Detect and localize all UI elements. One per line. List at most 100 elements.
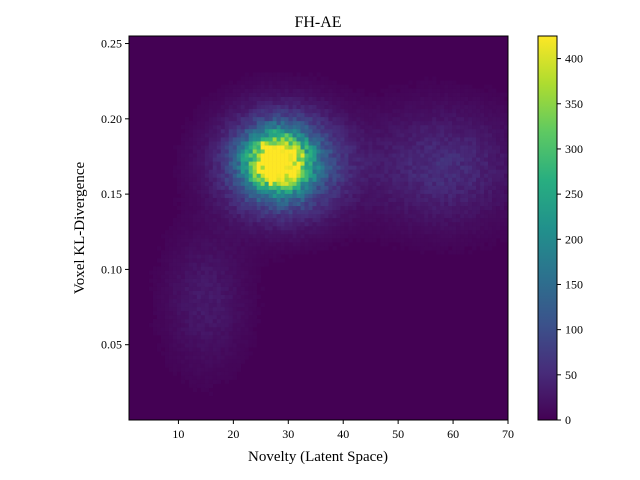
- heatmap-cell: [300, 238, 305, 243]
- heatmap-cell: [192, 133, 198, 138]
- heatmap-cell: [308, 181, 313, 186]
- heatmap-cell: [200, 258, 206, 263]
- heatmap-cell: [300, 165, 305, 170]
- heatmap-cell: [180, 347, 186, 352]
- heatmap-cell: [448, 145, 453, 150]
- heatmap-cell: [324, 173, 329, 178]
- heatmap-cell: [320, 189, 325, 194]
- heatmap-cell: [184, 262, 190, 267]
- heatmap-cell: [260, 141, 265, 146]
- heatmap-cell: [296, 205, 301, 211]
- heatmap-cell: [244, 306, 249, 312]
- heatmap-cell: [324, 104, 329, 110]
- heatmap-cell: [408, 88, 413, 93]
- heatmap-cell: [180, 217, 186, 223]
- heatmap-cell: [192, 242, 198, 247]
- heatmap-cell: [188, 327, 194, 332]
- heatmap-cell: [216, 355, 222, 360]
- heatmap-cell: [228, 169, 234, 174]
- heatmap-cell: [480, 112, 485, 118]
- heatmap-cell: [232, 363, 238, 368]
- heatmap-cell: [380, 173, 385, 178]
- heatmap-cell: [400, 112, 405, 118]
- heatmap-cell: [448, 209, 453, 215]
- heatmap-cell: [500, 181, 505, 186]
- heatmap-cell: [468, 221, 473, 227]
- heatmap-cell: [484, 165, 489, 170]
- heatmap-cell: [172, 254, 178, 259]
- heatmap-cell: [244, 128, 249, 134]
- heatmap-cell: [212, 116, 218, 122]
- heatmap-cell: [492, 165, 497, 170]
- heatmap-cell: [384, 234, 389, 239]
- heatmap-cell: [156, 322, 162, 328]
- heatmap-cell: [216, 213, 222, 219]
- heatmap-cell: [440, 88, 445, 93]
- heatmap-cell: [220, 120, 226, 126]
- heatmap-cell: [188, 120, 194, 126]
- heatmap-cell: [180, 363, 186, 368]
- heatmap-cell: [216, 234, 222, 239]
- heatmap-cell: [260, 80, 265, 85]
- heatmap-cell: [432, 92, 437, 97]
- heatmap-cell: [224, 145, 230, 150]
- heatmap-cell: [192, 298, 198, 304]
- heatmap-cell: [416, 185, 421, 190]
- heatmap-cell: [240, 221, 245, 227]
- heatmap-cell: [324, 246, 329, 251]
- heatmap-cell: [192, 177, 198, 182]
- heatmap-cell: [188, 213, 194, 219]
- heatmap-cell: [196, 282, 202, 287]
- heatmap-cell: [272, 254, 277, 259]
- heatmap-cell: [460, 120, 465, 126]
- heatmap-cell: [380, 209, 385, 215]
- heatmap-cell: [284, 100, 289, 106]
- heatmap-cell: [308, 185, 313, 190]
- heatmap-cell: [152, 290, 158, 295]
- heatmap-cell: [280, 189, 285, 194]
- heatmap-cell: [196, 193, 202, 198]
- heatmap-cell: [408, 128, 413, 134]
- heatmap-cell: [340, 225, 345, 231]
- heatmap-cell: [192, 153, 198, 158]
- heatmap-cell: [380, 161, 385, 166]
- heatmap-cell: [372, 133, 377, 138]
- heatmap-cell: [312, 116, 317, 122]
- heatmap-cell: [280, 153, 285, 158]
- heatmap-cell: [236, 205, 242, 211]
- heatmap-cell: [228, 193, 234, 198]
- heatmap-cell: [292, 92, 297, 97]
- heatmap-cell: [428, 173, 433, 178]
- heatmap-cell: [264, 185, 269, 190]
- heatmap-cell: [288, 185, 293, 190]
- heatmap-cell: [224, 92, 230, 97]
- heatmap-cell: [232, 314, 238, 320]
- heatmap-cell: [420, 133, 425, 138]
- heatmap-cell: [264, 234, 269, 239]
- heatmap-cell: [172, 322, 178, 328]
- heatmap-cell: [412, 181, 417, 186]
- heatmap-cell: [504, 128, 508, 134]
- heatmap-cell: [504, 104, 508, 110]
- heatmap-cell: [260, 96, 265, 101]
- heatmap-cell: [332, 141, 337, 146]
- heatmap-cell: [396, 197, 401, 203]
- heatmap-cell: [232, 258, 238, 263]
- heatmap-cell: [428, 104, 433, 110]
- heatmap-cell: [188, 145, 194, 150]
- heatmap-cell: [216, 282, 222, 287]
- heatmap-cell: [236, 278, 242, 283]
- heatmap-cell: [396, 221, 401, 227]
- heatmap-cell: [228, 327, 234, 332]
- heatmap-cell: [272, 246, 277, 251]
- heatmap-cell: [236, 351, 242, 356]
- heatmap-cell: [436, 149, 441, 154]
- heatmap-cell: [352, 137, 357, 142]
- heatmap-cell: [392, 165, 397, 170]
- heatmap-cell: [204, 225, 210, 231]
- heatmap-cell: [364, 225, 369, 231]
- heatmap-cell: [224, 258, 230, 263]
- heatmap-cell: [240, 331, 245, 336]
- heatmap-cell: [280, 185, 285, 190]
- heatmap-cell: [460, 197, 465, 203]
